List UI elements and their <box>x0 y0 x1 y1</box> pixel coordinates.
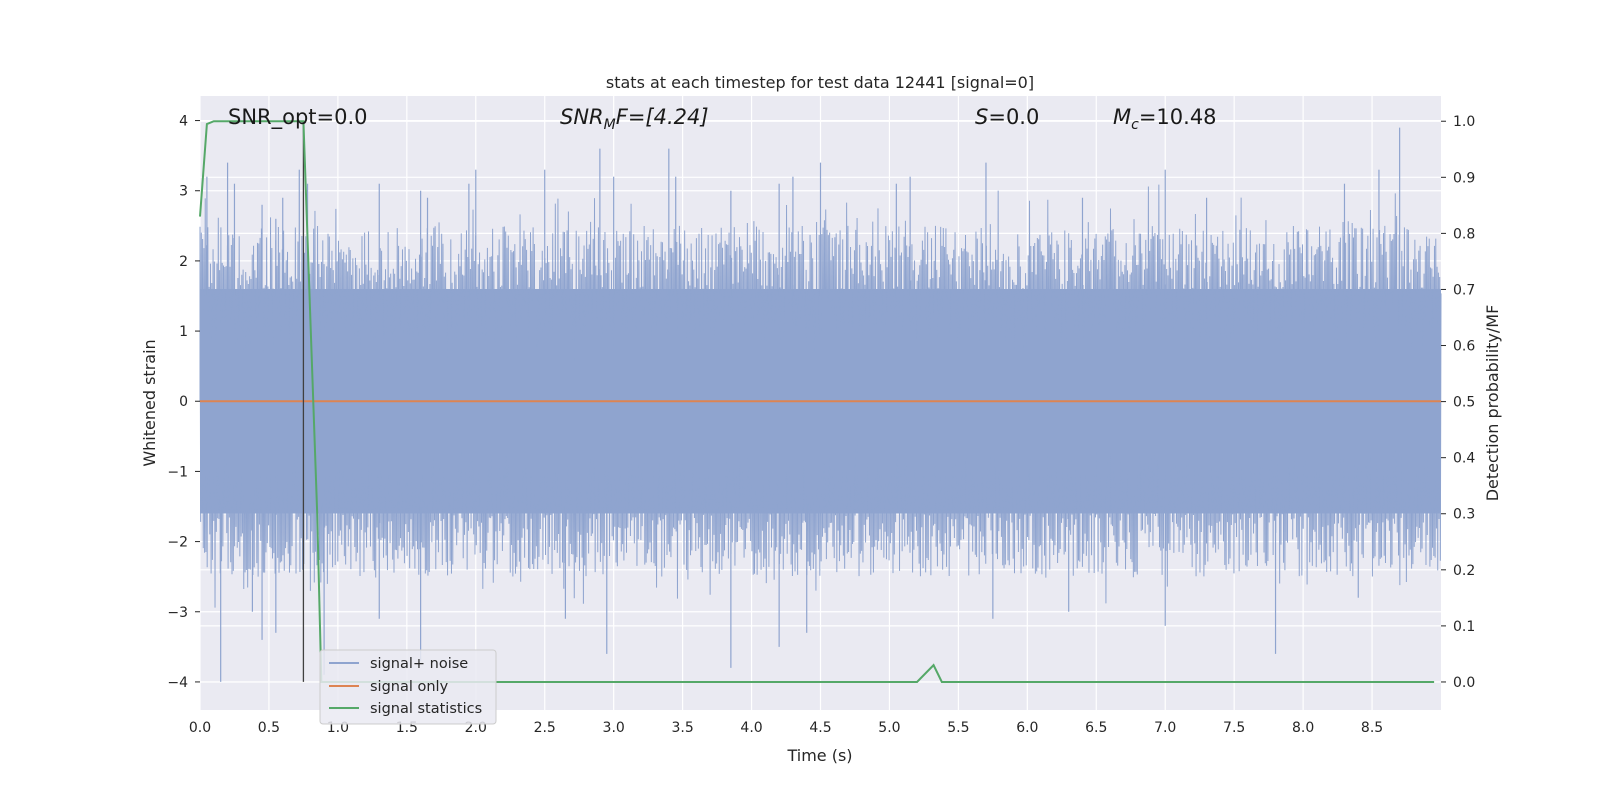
x-axis-label: Time (s) <box>786 746 852 765</box>
y-tick-label-right: 0.1 <box>1453 619 1475 635</box>
series-lines <box>199 120 1441 683</box>
annotation-mc-sub: c <box>1131 117 1139 133</box>
y-tick-label-right: 0.4 <box>1453 451 1475 467</box>
y-tick-label-right: 0.2 <box>1453 563 1475 579</box>
x-tick-label: 3.0 <box>603 720 625 736</box>
y-axis-label-right: Detection probability/MF <box>1483 305 1502 502</box>
x-tick-label: 0.0 <box>189 720 211 736</box>
annotation-s: S=0.0 <box>975 105 1039 129</box>
y-tick-label-left: −2 <box>167 535 188 551</box>
x-tick-label: 7.0 <box>1154 720 1176 736</box>
x-tick-label: 6.0 <box>1016 720 1038 736</box>
y-tick-label-right: 0.7 <box>1453 282 1475 298</box>
annotation-snr-mf-main: SNR <box>560 105 604 129</box>
y-tick-label-left: 3 <box>179 184 188 200</box>
annotation-snr-opt: SNR_opt=0.0 <box>228 105 368 130</box>
legend-box <box>319 649 497 725</box>
x-tick-label: 8.5 <box>1361 720 1383 736</box>
y-tick-label-left: 4 <box>179 114 188 130</box>
chart-title: stats at each timestep for test data 124… <box>606 73 1034 92</box>
y-tick-label-right: 1.0 <box>1453 114 1475 130</box>
y-tick-label-right: 0.5 <box>1453 395 1475 411</box>
y-tick-label-left: −3 <box>167 605 188 621</box>
x-tick-label: 3.5 <box>671 720 693 736</box>
annotation-mc: Mc=10.48 <box>1113 105 1217 133</box>
annotation-snr-mf-rest: F=[4.24] <box>616 105 709 129</box>
x-tick-label: 4.5 <box>809 720 831 736</box>
x-tick-label: 6.5 <box>1085 720 1107 736</box>
y-tick-label-left: −4 <box>167 675 188 691</box>
annotation-s-main: S <box>975 105 988 129</box>
annotation-mc-rest: =10.48 <box>1139 105 1217 129</box>
x-tick-label: 5.0 <box>878 720 900 736</box>
legend-label-signal-statistics: signal statistics <box>370 701 482 717</box>
y-tick-label-left: −1 <box>167 464 188 480</box>
x-tick-label: 0.5 <box>258 720 280 736</box>
y-axis-label-left: Whitened strain <box>140 339 159 466</box>
x-tick-label: 2.5 <box>534 720 556 736</box>
y-tick-label-right: 0.8 <box>1453 226 1475 242</box>
y-tick-label-right: 0.6 <box>1453 339 1475 355</box>
x-tick-label: 8.0 <box>1292 720 1314 736</box>
annotation-snr-mf-sub: M <box>604 117 616 133</box>
legend-label-signal-noise: signal+ noise <box>370 656 468 672</box>
y-tick-label-left: 1 <box>179 324 188 340</box>
legend-label-signal-only: signal only <box>370 679 449 695</box>
annotation-snr-mf: SNRMF=[4.24] <box>560 105 709 133</box>
y-tick-label-right: 0.3 <box>1453 507 1475 523</box>
y-tick-label-left: 2 <box>179 254 188 270</box>
legend: signal+ noise signal only signal statist… <box>319 649 497 725</box>
x-tick-label: 5.5 <box>947 720 969 736</box>
signal-statistics-line <box>199 120 1435 683</box>
y-tick-label-left: 0 <box>179 394 188 410</box>
annotation-mc-main: M <box>1113 105 1131 129</box>
x-tick-label: 7.5 <box>1223 720 1245 736</box>
x-tick-label: 4.0 <box>740 720 762 736</box>
annotation-s-rest: =0.0 <box>988 105 1039 129</box>
y-tick-label-right: 0.0 <box>1453 675 1475 691</box>
y-tick-label-right: 0.9 <box>1453 170 1475 186</box>
noise-trace <box>199 184 1442 608</box>
